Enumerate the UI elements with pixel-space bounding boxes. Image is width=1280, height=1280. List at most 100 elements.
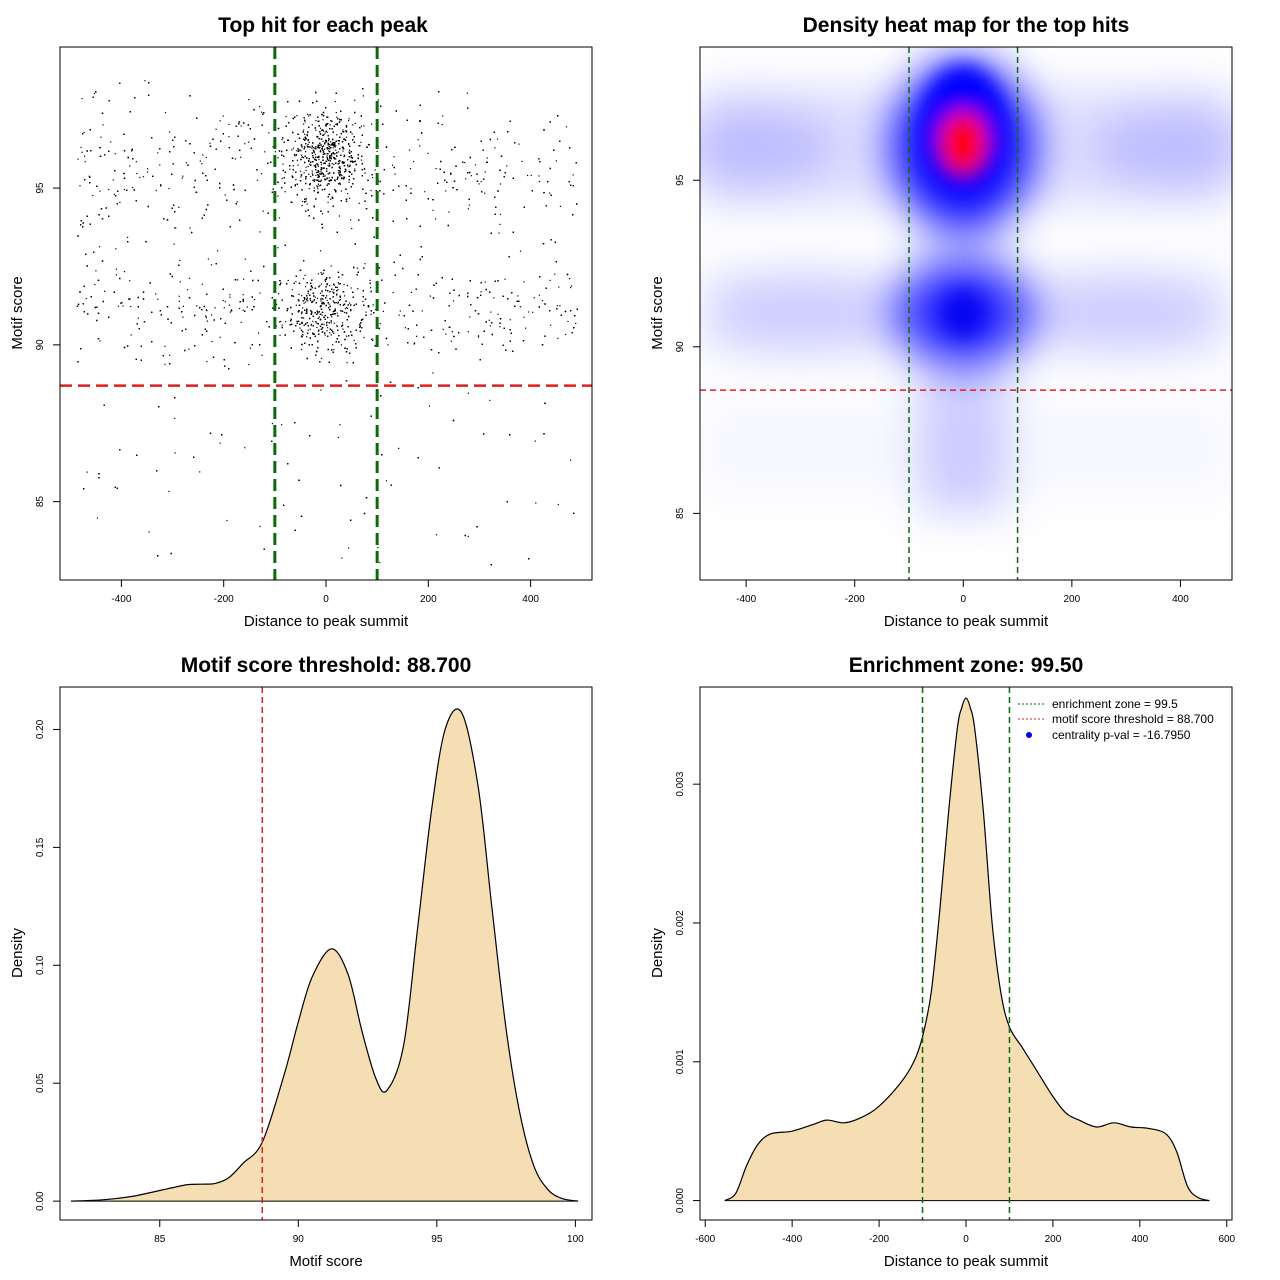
scatter-point <box>336 325 338 328</box>
scatter-point <box>326 295 328 297</box>
scatter-point <box>207 204 209 206</box>
scatter-point <box>329 158 331 160</box>
scatter-point <box>129 165 131 167</box>
scatter-point <box>327 201 329 203</box>
scatter-point <box>379 323 381 325</box>
scatter-point <box>559 205 561 207</box>
scatter-point <box>322 119 324 121</box>
scatter-point <box>164 112 167 114</box>
scatter-point <box>349 164 351 166</box>
scatter-point <box>382 310 384 312</box>
scatter-point <box>324 167 326 169</box>
scatter-point <box>312 149 314 151</box>
scatter-point <box>148 531 150 533</box>
scatter-point <box>467 392 469 394</box>
scatter-point <box>550 324 552 326</box>
scatter-point <box>329 164 331 166</box>
scatter-point <box>377 99 379 101</box>
scatter-point <box>223 307 225 309</box>
scatter-point <box>321 291 323 293</box>
scatter-point <box>373 312 375 314</box>
scatter-point <box>330 154 332 157</box>
scatter-point <box>129 280 131 282</box>
scatter-point <box>363 125 365 127</box>
scatter-point <box>374 169 376 171</box>
scatter-point <box>99 190 101 192</box>
scatter-point <box>328 162 330 165</box>
scatter-point <box>108 188 110 191</box>
scatter-point <box>465 178 467 180</box>
scatter-point <box>313 205 315 207</box>
scatter-point <box>498 232 500 234</box>
scatter-point <box>128 298 130 300</box>
scatter-point <box>339 166 341 168</box>
scatter-point <box>385 480 388 482</box>
scatter-point <box>343 177 346 179</box>
scatter-point <box>441 124 443 126</box>
scatter-point <box>326 299 328 301</box>
scatter-point <box>564 333 567 336</box>
scatter-point <box>114 153 116 155</box>
scatter-point <box>340 190 342 192</box>
scatter-point <box>234 158 237 160</box>
scatter-point <box>313 187 315 189</box>
scatter-point <box>311 170 313 172</box>
scatter-point <box>248 99 250 101</box>
scatter-point <box>309 146 311 148</box>
scatter-point <box>322 140 324 142</box>
scatter-point <box>330 156 332 158</box>
scatter-point <box>334 100 336 103</box>
scatter-point <box>335 112 337 114</box>
scatter-point <box>320 300 322 302</box>
scatter-point <box>519 306 522 308</box>
scatter-point <box>316 297 318 299</box>
scatter-point <box>499 223 501 225</box>
scatter-point <box>328 177 330 179</box>
scatter-point <box>307 300 309 302</box>
scatter-point <box>468 204 470 206</box>
scatter-point <box>445 333 447 335</box>
scatter-point <box>99 340 101 342</box>
scatter-point <box>450 340 452 342</box>
scatter-point <box>178 206 180 208</box>
scatter-point <box>228 123 230 125</box>
scatter-point <box>317 175 319 177</box>
scatter-point <box>320 164 323 166</box>
scatter-point <box>416 335 418 337</box>
scatter-point <box>115 248 117 250</box>
scatter-point <box>421 310 423 312</box>
scatter-point <box>189 227 191 229</box>
scatter-point <box>345 335 348 337</box>
scatter-point <box>264 151 266 153</box>
scatter-point <box>519 250 522 252</box>
scatter-point <box>565 126 568 128</box>
scatter-point <box>305 200 307 202</box>
scatter-point <box>222 299 224 302</box>
scatter-point <box>318 173 320 175</box>
scatter-point <box>175 227 177 229</box>
scatter-point <box>296 115 298 117</box>
scatter-point <box>326 116 328 118</box>
scatter-point <box>541 300 544 302</box>
scatter-point <box>306 336 308 338</box>
scatter-point <box>307 165 309 168</box>
scatter-point <box>406 218 408 220</box>
scatter-point <box>303 302 305 304</box>
scatter-point <box>296 320 298 322</box>
scatter-point <box>320 179 323 181</box>
scatter-point <box>81 151 83 153</box>
scatter-point <box>226 519 228 522</box>
scatter-point <box>360 125 362 127</box>
scatter-point <box>169 354 171 356</box>
scatter-point <box>318 147 320 149</box>
scatter-point <box>315 129 317 131</box>
scatter-point <box>214 307 216 309</box>
scatter-point <box>499 213 502 216</box>
scatter-point <box>249 347 251 349</box>
scatter-point <box>263 548 265 550</box>
scatter-points <box>76 80 578 566</box>
scatter-point <box>340 178 342 180</box>
scatter-point <box>311 124 313 126</box>
scatter-point <box>289 168 291 170</box>
scatter-point <box>83 131 85 133</box>
